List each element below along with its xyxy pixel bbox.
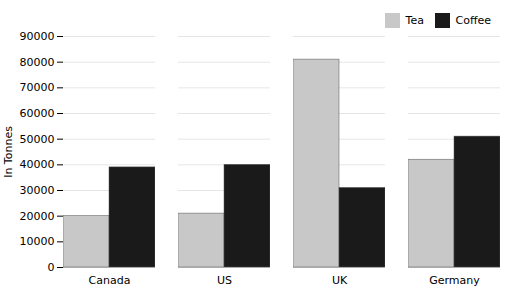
svg-text:UK: UK bbox=[332, 274, 348, 287]
svg-text:40000: 40000 bbox=[20, 158, 55, 171]
svg-text:30000: 30000 bbox=[20, 184, 55, 197]
svg-text:10000: 10000 bbox=[20, 235, 55, 248]
svg-text:50000: 50000 bbox=[20, 133, 55, 146]
svg-text:Canada: Canada bbox=[89, 274, 131, 287]
svg-text:90000: 90000 bbox=[20, 30, 55, 43]
svg-text:0: 0 bbox=[48, 261, 55, 274]
svg-text:In Tonnes: In Tonnes bbox=[2, 126, 15, 178]
html-text:Tea: Tea bbox=[405, 14, 424, 27]
svg-text:Germany: Germany bbox=[429, 274, 480, 287]
svg-text:80000: 80000 bbox=[20, 56, 55, 69]
svg-text:US: US bbox=[217, 274, 232, 287]
svg-text:20000: 20000 bbox=[20, 210, 55, 223]
svg-text:70000: 70000 bbox=[20, 81, 55, 94]
html-text:Coffee: Coffee bbox=[455, 14, 491, 27]
svg-text:60000: 60000 bbox=[20, 107, 55, 120]
